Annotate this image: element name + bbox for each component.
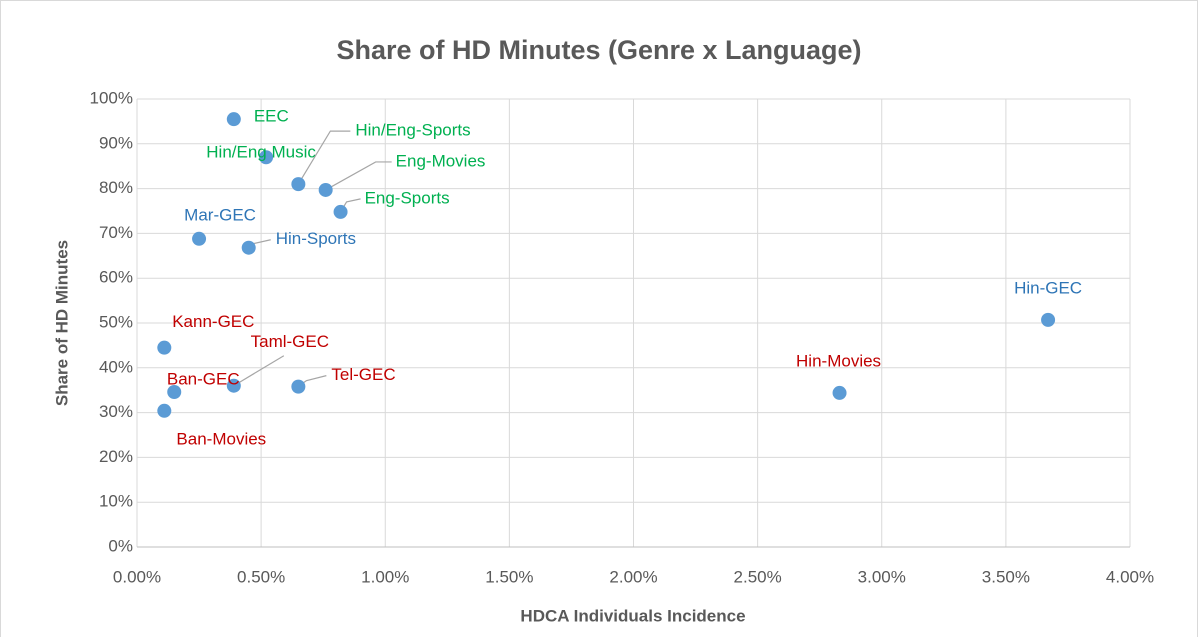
point-label: EEC	[254, 107, 289, 126]
point-label: Hin/Eng Music	[206, 143, 316, 162]
y-tick-label: 10%	[99, 492, 133, 511]
y-tick-label: 30%	[99, 402, 133, 421]
x-tick-label: 3.00%	[858, 567, 906, 586]
x-tick-label: 2.50%	[734, 567, 782, 586]
x-tick-label: 1.50%	[485, 567, 533, 586]
point	[259, 150, 274, 165]
chart-title: Share of HD Minutes (Genre x Language)	[336, 35, 861, 65]
y-tick-label: 70%	[99, 223, 133, 242]
point-label: Hin/Eng-Sports	[355, 121, 470, 140]
y-tick-label: 100%	[90, 88, 133, 107]
point	[291, 177, 306, 192]
point-label: Hin-Movies	[796, 351, 881, 370]
point-label: Taml-GEC	[251, 332, 329, 351]
point-label: Ban-GEC	[167, 369, 240, 388]
point	[291, 379, 306, 394]
leader-line	[297, 130, 351, 185]
x-tick-label: 0.00%	[113, 567, 161, 586]
point-label: Tel-GEC	[331, 365, 395, 384]
y-tick-label: 20%	[99, 447, 133, 466]
point-label: Eng-Sports	[365, 188, 450, 207]
x-tick-label: 0.50%	[237, 567, 285, 586]
point	[167, 384, 182, 399]
y-axis-title: Share of HD Minutes	[52, 240, 71, 406]
x-tick-label: 3.50%	[982, 567, 1030, 586]
x-tick-label: 2.00%	[609, 567, 657, 586]
point-label: Hin-Sports	[276, 229, 356, 248]
point	[318, 182, 333, 197]
point-label: Hin-GEC	[1014, 278, 1082, 297]
point	[241, 240, 256, 255]
point-label: Mar-GEC	[184, 205, 256, 224]
leader-line	[325, 161, 392, 191]
y-tick-label: 40%	[99, 357, 133, 376]
x-tick-label: 1.00%	[361, 567, 409, 586]
leader-line	[233, 355, 285, 387]
point	[157, 340, 172, 355]
point	[192, 231, 207, 246]
x-tick-label: 4.00%	[1106, 567, 1154, 586]
point	[157, 403, 172, 418]
point	[1041, 312, 1056, 327]
y-tick-label: 80%	[99, 178, 133, 197]
point	[226, 378, 241, 393]
x-axis-title: HDCA Individuals Incidence	[520, 606, 745, 625]
point	[226, 112, 241, 127]
y-tick-label: 50%	[99, 312, 133, 331]
point-label: Ban-Movies	[176, 429, 266, 448]
point	[832, 385, 847, 400]
point-label: Eng-Movies	[396, 151, 486, 170]
point-label: Kann-GEC	[172, 312, 254, 331]
y-tick-label: 90%	[99, 133, 133, 152]
y-tick-label: 0%	[108, 536, 133, 555]
point	[333, 204, 348, 219]
y-tick-label: 60%	[99, 268, 133, 287]
